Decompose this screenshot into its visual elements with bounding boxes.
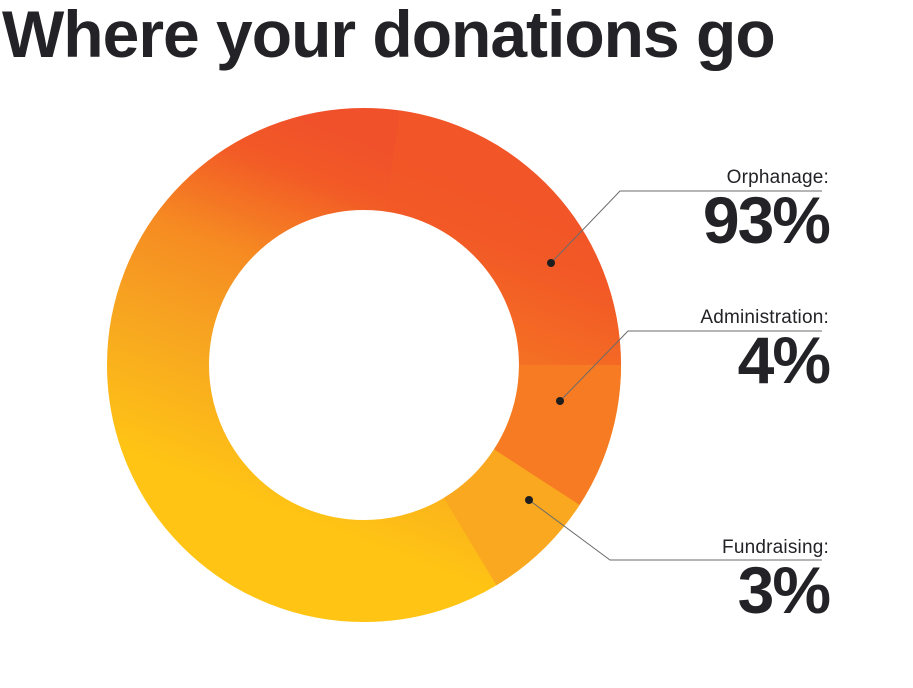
category-name-orphanage: Orphanage: [726,167,829,188]
label-fundraising: Fundraising: 3% [722,537,831,627]
chart-title: Where your donations go [2,0,776,71]
value-label-orphanage: 93% [702,183,831,257]
leader-dot-orphanage [547,259,555,267]
leader-line-orphanage [550,190,822,264]
label-orphanage: Orphanage: 93% [702,167,831,257]
leader-dot-fundraising [525,496,533,504]
category-name-fundraising: Fundraising: [722,537,829,558]
leader-dot-administration [556,397,564,405]
value-label-fundraising: 3% [737,553,831,627]
leader-line-administration [559,330,822,402]
leader-line-fundraising [528,499,822,561]
slice-orphanage [385,110,621,366]
label-administration: Administration: 4% [700,307,831,397]
slice-fundraising [443,449,580,586]
category-name-administration: Administration: [700,307,829,328]
slice-administration [493,365,621,505]
value-label-administration: 4% [737,323,831,397]
